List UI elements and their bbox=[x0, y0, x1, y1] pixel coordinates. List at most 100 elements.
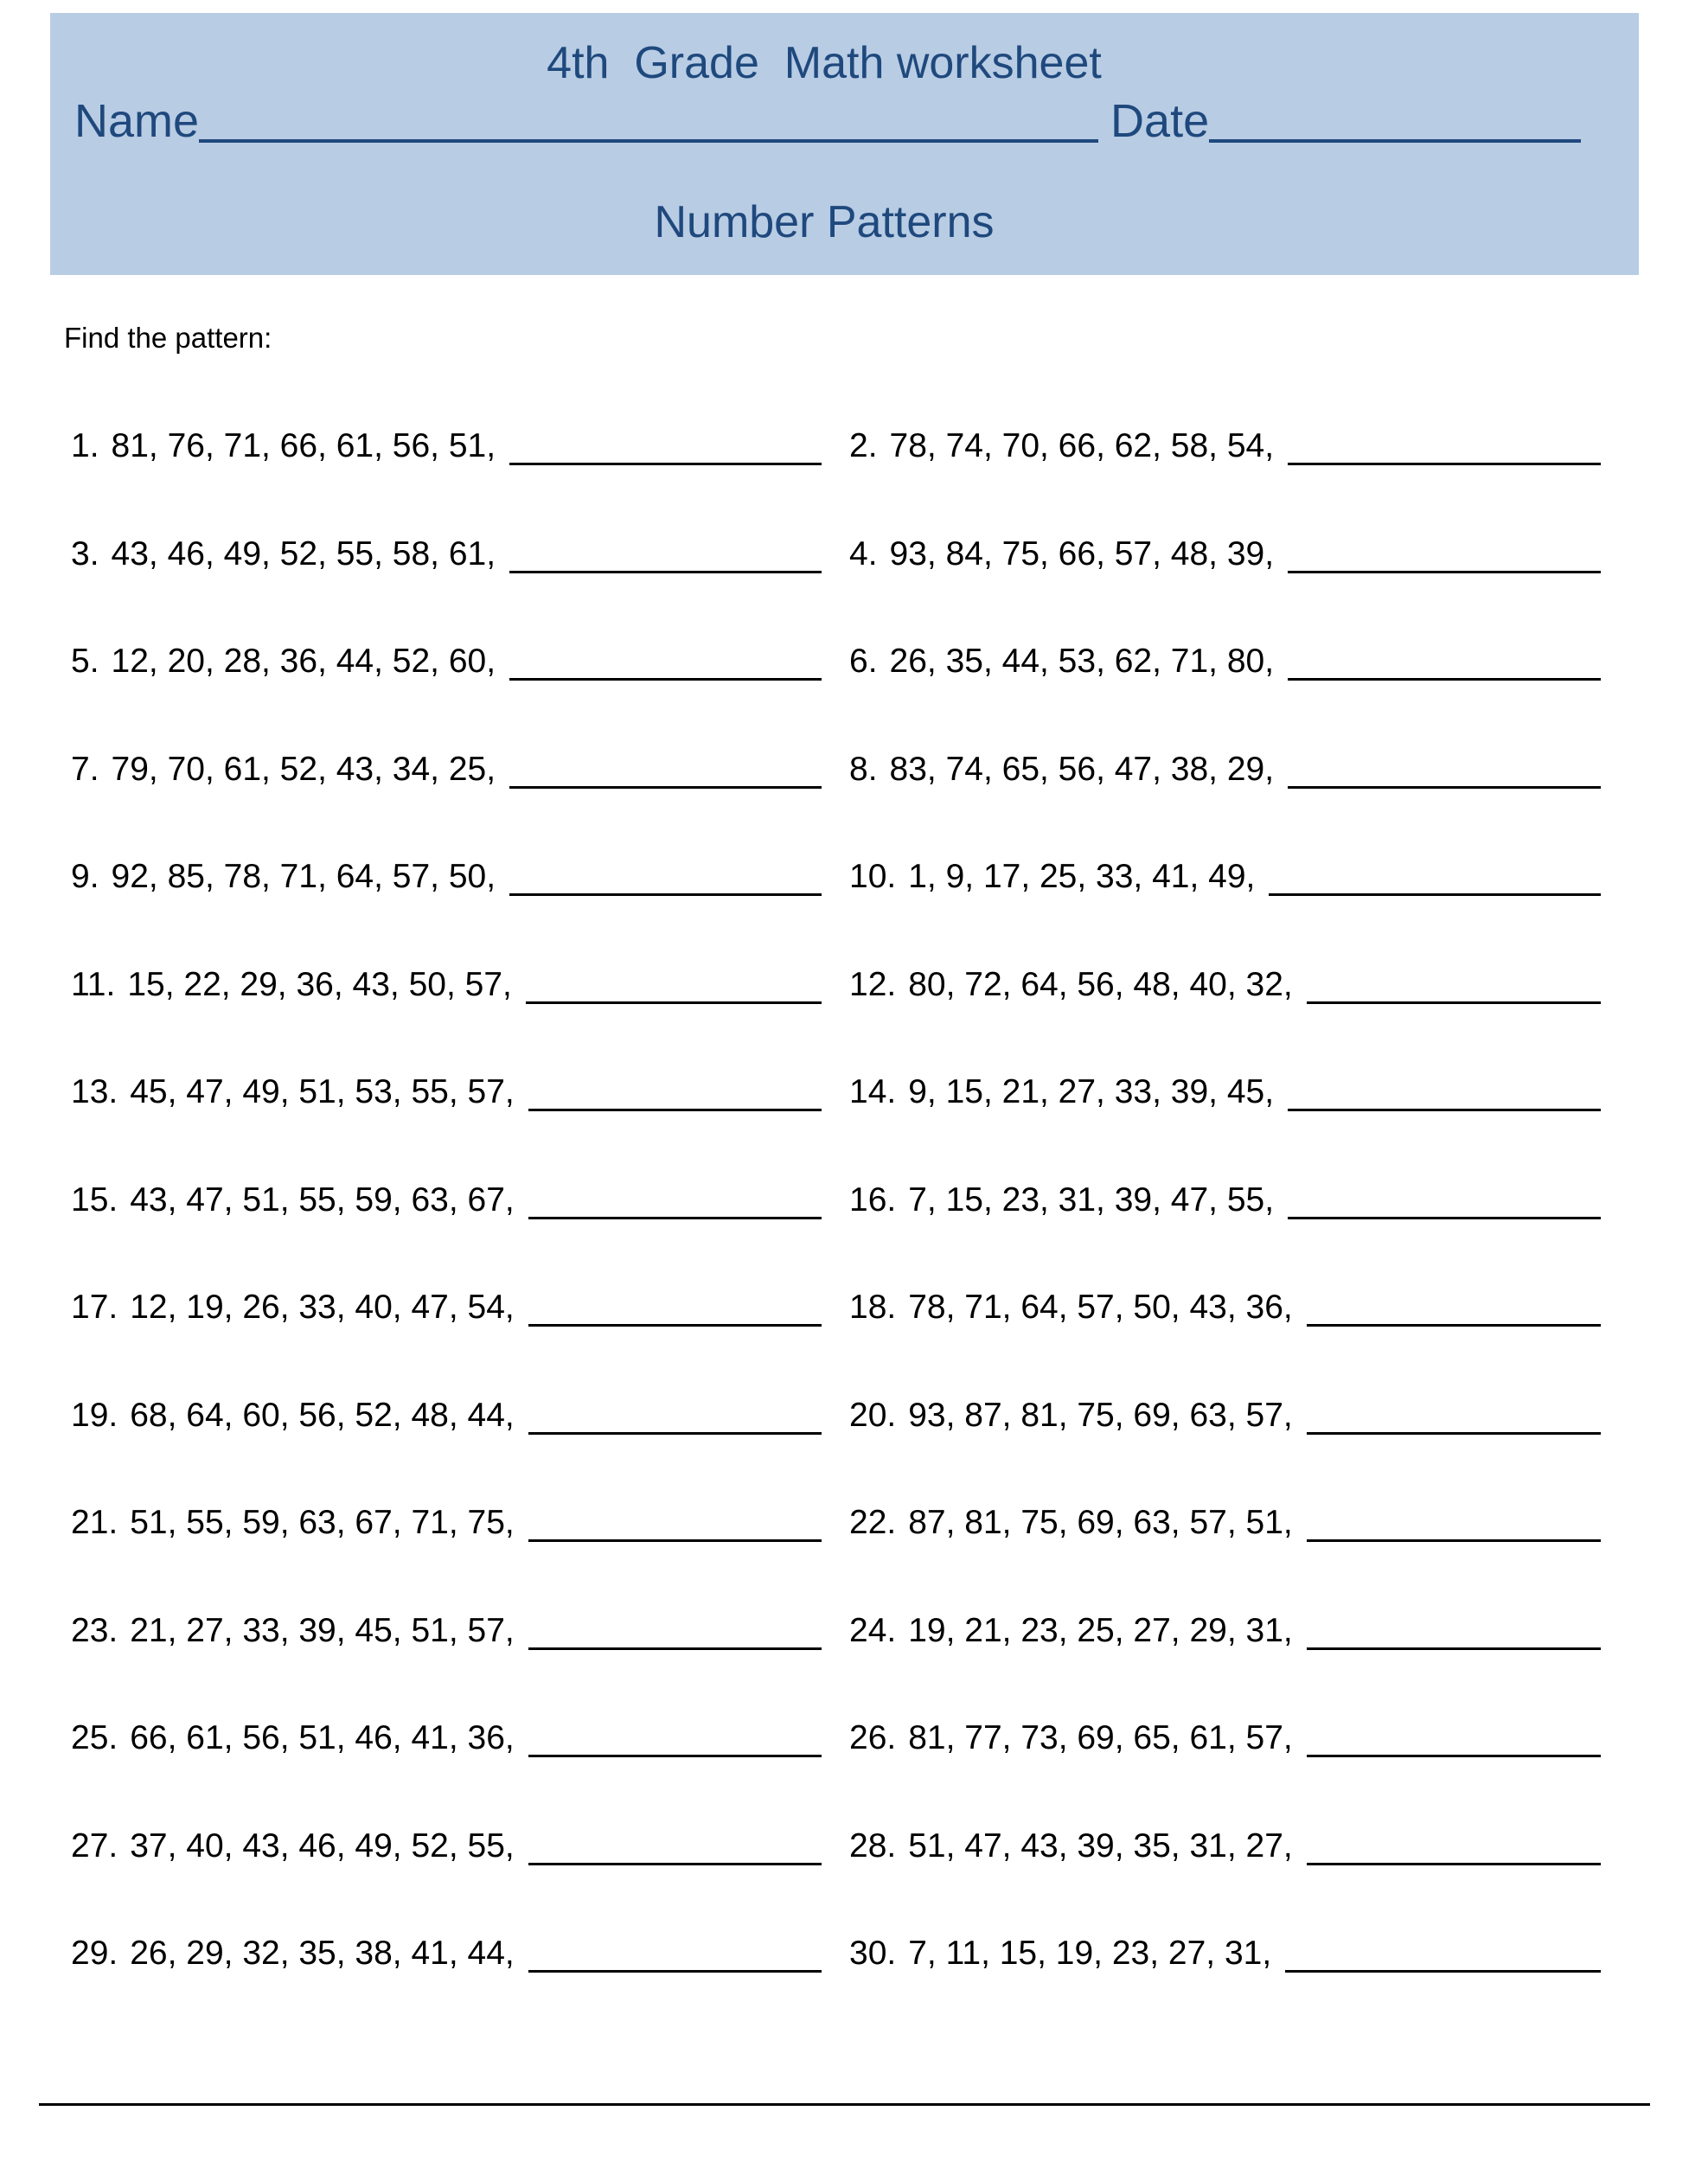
problem-number: 19. bbox=[71, 1396, 118, 1434]
problem-sequence: 81, 76, 71, 66, 61, 56, 51, bbox=[111, 427, 496, 464]
date-label: Date bbox=[1110, 95, 1210, 147]
problem-sequence: 12, 19, 26, 33, 40, 47, 54, bbox=[130, 1289, 515, 1326]
problem-number: 2. bbox=[849, 427, 878, 464]
answer-blank[interactable] bbox=[528, 1613, 822, 1650]
answer-blank[interactable] bbox=[1306, 1720, 1601, 1757]
problem-number: 27. bbox=[71, 1826, 118, 1865]
problem-sequence: 92, 85, 78, 71, 64, 57, 50, bbox=[111, 858, 496, 895]
answer-blank[interactable] bbox=[1288, 643, 1601, 681]
answer-blank[interactable] bbox=[1306, 1398, 1601, 1435]
problem-sequence: 66, 61, 56, 51, 46, 41, 36, bbox=[130, 1719, 515, 1756]
name-field[interactable] bbox=[199, 93, 1099, 143]
answer-blank[interactable] bbox=[1288, 1074, 1601, 1111]
worksheet-header: 4th Grade Math worksheet Name Date Numbe… bbox=[50, 13, 1639, 275]
problem-sequence: 43, 47, 51, 55, 59, 63, 67, bbox=[130, 1180, 515, 1219]
problem-item: 4. 93, 84, 75, 66, 57, 48, 39, bbox=[849, 535, 1601, 573]
problem-number: 16. bbox=[849, 1180, 897, 1219]
answer-blank[interactable] bbox=[1288, 536, 1601, 573]
problem-item: 19. 68, 64, 60, 56, 52, 48, 44, bbox=[71, 1397, 822, 1435]
problem-sequence: 15, 22, 29, 36, 43, 50, 57, bbox=[127, 965, 512, 1003]
problem-number: 8. bbox=[849, 750, 878, 788]
answer-blank[interactable] bbox=[525, 967, 822, 1004]
problem-sequence: 7, 15, 23, 31, 39, 47, 55, bbox=[908, 1180, 1275, 1219]
problem-item: 9. 92, 85, 78, 71, 64, 57, 50, bbox=[71, 858, 822, 896]
problem-number: 5. bbox=[71, 643, 99, 680]
problem-item: 2. 78, 74, 70, 66, 62, 58, 54, bbox=[849, 427, 1601, 465]
problem-item: 5. 12, 20, 28, 36, 44, 52, 60, bbox=[71, 643, 822, 681]
problem-item: 14. 9, 15, 21, 27, 33, 39, 45, bbox=[849, 1073, 1601, 1111]
answer-blank[interactable] bbox=[509, 428, 822, 465]
problem-item: 24. 19, 21, 23, 25, 27, 29, 31, bbox=[849, 1612, 1601, 1650]
problem-sequence: 43, 46, 49, 52, 55, 58, 61, bbox=[111, 534, 496, 572]
problem-number: 13. bbox=[71, 1073, 118, 1110]
problem-sequence: 9, 15, 21, 27, 33, 39, 45, bbox=[908, 1073, 1275, 1110]
name-label: Name bbox=[74, 95, 200, 147]
answer-blank[interactable] bbox=[509, 859, 822, 896]
answer-blank[interactable] bbox=[1288, 1182, 1601, 1219]
problem-item: 6. 26, 35, 44, 53, 62, 71, 80, bbox=[849, 643, 1601, 681]
answer-blank[interactable] bbox=[528, 1182, 822, 1219]
problem-number: 4. bbox=[849, 534, 878, 572]
answer-blank[interactable] bbox=[1288, 428, 1601, 465]
problem-sequence: 87, 81, 75, 69, 63, 57, 51, bbox=[908, 1504, 1293, 1541]
problem-sequence: 21, 27, 33, 39, 45, 51, 57, bbox=[130, 1611, 515, 1649]
answer-blank[interactable] bbox=[528, 1505, 822, 1542]
problem-number: 24. bbox=[849, 1611, 897, 1649]
answer-blank[interactable] bbox=[1269, 859, 1601, 896]
problem-item: 27. 37, 40, 43, 46, 49, 52, 55, bbox=[71, 1827, 822, 1865]
answer-blank[interactable] bbox=[1285, 1935, 1601, 1973]
problem-sequence: 12, 20, 28, 36, 44, 52, 60, bbox=[111, 643, 496, 680]
problem-number: 23. bbox=[71, 1611, 118, 1649]
problem-number: 17. bbox=[71, 1289, 118, 1326]
answer-blank[interactable] bbox=[1288, 752, 1601, 789]
problem-sequence: 26, 29, 32, 35, 38, 41, 44, bbox=[130, 1935, 515, 1972]
problem-number: 10. bbox=[849, 858, 897, 895]
answer-blank[interactable] bbox=[528, 1935, 822, 1973]
problem-item: 21. 51, 55, 59, 63, 67, 71, 75, bbox=[71, 1504, 822, 1542]
problem-sequence: 51, 47, 43, 39, 35, 31, 27, bbox=[908, 1826, 1293, 1865]
problem-sequence: 79, 70, 61, 52, 43, 34, 25, bbox=[111, 750, 496, 788]
answer-blank[interactable] bbox=[528, 1828, 822, 1865]
problem-item: 12. 80, 72, 64, 56, 48, 40, 32, bbox=[849, 966, 1601, 1004]
answer-blank[interactable] bbox=[528, 1074, 822, 1111]
problem-item: 13. 45, 47, 49, 51, 53, 55, 57, bbox=[71, 1073, 822, 1111]
answer-blank[interactable] bbox=[1306, 1828, 1601, 1865]
problem-number: 25. bbox=[71, 1719, 118, 1756]
answer-blank[interactable] bbox=[1306, 967, 1601, 1004]
problem-number: 6. bbox=[849, 643, 878, 680]
problem-number: 29. bbox=[71, 1935, 118, 1972]
problem-item: 26. 81, 77, 73, 69, 65, 61, 57, bbox=[849, 1719, 1601, 1757]
answer-blank[interactable] bbox=[1306, 1613, 1601, 1650]
problem-item: 20. 93, 87, 81, 75, 69, 63, 57, bbox=[849, 1397, 1601, 1435]
answer-blank[interactable] bbox=[509, 752, 822, 789]
problem-item: 25. 66, 61, 56, 51, 46, 41, 36, bbox=[71, 1719, 822, 1757]
problem-sequence: 68, 64, 60, 56, 52, 48, 44, bbox=[130, 1396, 515, 1434]
problem-sequence: 81, 77, 73, 69, 65, 61, 57, bbox=[908, 1719, 1293, 1756]
problem-item: 18. 78, 71, 64, 57, 50, 43, 36, bbox=[849, 1289, 1601, 1327]
problem-sequence: 7, 11, 15, 19, 23, 27, 31, bbox=[908, 1935, 1272, 1972]
answer-blank[interactable] bbox=[1306, 1289, 1601, 1327]
problem-item: 1. 81, 76, 71, 66, 61, 56, 51, bbox=[71, 427, 822, 465]
problem-sequence: 51, 55, 59, 63, 67, 71, 75, bbox=[130, 1504, 515, 1541]
problem-number: 30. bbox=[849, 1935, 897, 1972]
answer-blank[interactable] bbox=[509, 536, 822, 573]
answer-blank[interactable] bbox=[528, 1398, 822, 1435]
problem-number: 14. bbox=[849, 1073, 897, 1110]
answer-blank[interactable] bbox=[1306, 1505, 1601, 1542]
date-field[interactable] bbox=[1209, 93, 1582, 143]
problem-sequence: 93, 87, 81, 75, 69, 63, 57, bbox=[908, 1396, 1293, 1434]
problem-item: 11. 15, 22, 29, 36, 43, 50, 57, bbox=[71, 966, 822, 1004]
problem-number: 1. bbox=[71, 427, 99, 464]
answer-blank[interactable] bbox=[509, 643, 822, 681]
problem-item: 30. 7, 11, 15, 19, 23, 27, 31, bbox=[849, 1935, 1601, 1973]
problem-item: 28. 51, 47, 43, 39, 35, 31, 27, bbox=[849, 1827, 1601, 1865]
problem-item: 7. 79, 70, 61, 52, 43, 34, 25, bbox=[71, 751, 822, 789]
answer-blank[interactable] bbox=[528, 1289, 822, 1327]
answer-blank[interactable] bbox=[528, 1720, 822, 1757]
problem-number: 7. bbox=[71, 750, 99, 788]
problem-number: 21. bbox=[71, 1504, 118, 1541]
problem-number: 18. bbox=[849, 1289, 897, 1326]
problem-number: 11. bbox=[71, 965, 116, 1003]
problem-sequence: 19, 21, 23, 25, 27, 29, 31, bbox=[908, 1611, 1293, 1649]
problem-item: 16. 7, 15, 23, 31, 39, 47, 55, bbox=[849, 1181, 1601, 1219]
